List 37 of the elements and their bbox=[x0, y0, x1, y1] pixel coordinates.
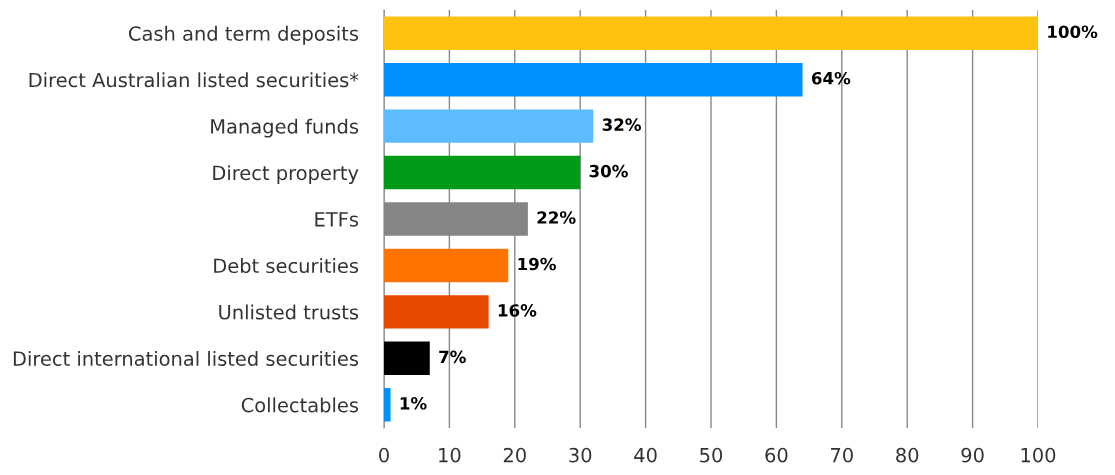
x-tick-label: 30 bbox=[569, 447, 592, 463]
x-tick-label: 60 bbox=[765, 447, 788, 463]
x-tick-label: 50 bbox=[700, 447, 723, 463]
y-tick-label: Direct international listed securities bbox=[13, 350, 359, 366]
bar bbox=[384, 388, 391, 422]
bar bbox=[384, 109, 594, 143]
x-tick-label: 100 bbox=[1021, 447, 1056, 463]
y-tick-label: Direct Australian listed securities* bbox=[29, 72, 359, 88]
data-label: 30% bbox=[589, 164, 628, 178]
data-label: 19% bbox=[518, 257, 556, 271]
data-label: 100% bbox=[1048, 25, 1098, 39]
data-label: 32% bbox=[602, 118, 641, 131]
x-tick-label: 90 bbox=[961, 447, 984, 463]
data-label: 1% bbox=[400, 397, 427, 410]
data-label: 7% bbox=[439, 350, 466, 364]
bar bbox=[384, 155, 581, 190]
y-tick-label: Managed funds bbox=[211, 118, 359, 138]
y-tick-label: Collectables bbox=[241, 397, 359, 413]
y-tick-label: Direct property bbox=[213, 165, 359, 184]
x-tick-label: 0 bbox=[379, 447, 389, 463]
data-label: 64% bbox=[811, 71, 851, 85]
bar bbox=[384, 341, 430, 376]
x-tick-label: 40 bbox=[634, 447, 657, 463]
x-tick-label: 80 bbox=[896, 447, 919, 463]
x-tick-label: 70 bbox=[831, 447, 853, 463]
data-label: 22% bbox=[537, 211, 576, 224]
y-tick-label: Cash and term deposits bbox=[129, 25, 359, 45]
bar bbox=[384, 16, 1038, 50]
bar bbox=[384, 248, 509, 283]
data-label: 16% bbox=[498, 304, 537, 317]
y-tick-label: Unlisted trusts bbox=[219, 304, 359, 320]
bar bbox=[384, 295, 489, 329]
x-tick-label: 10 bbox=[439, 447, 461, 463]
x-tick-label: 20 bbox=[503, 447, 526, 463]
y-tick-label: Debt securities bbox=[214, 258, 359, 274]
bar bbox=[384, 62, 803, 97]
y-tick-label: ETFs bbox=[315, 212, 359, 227]
